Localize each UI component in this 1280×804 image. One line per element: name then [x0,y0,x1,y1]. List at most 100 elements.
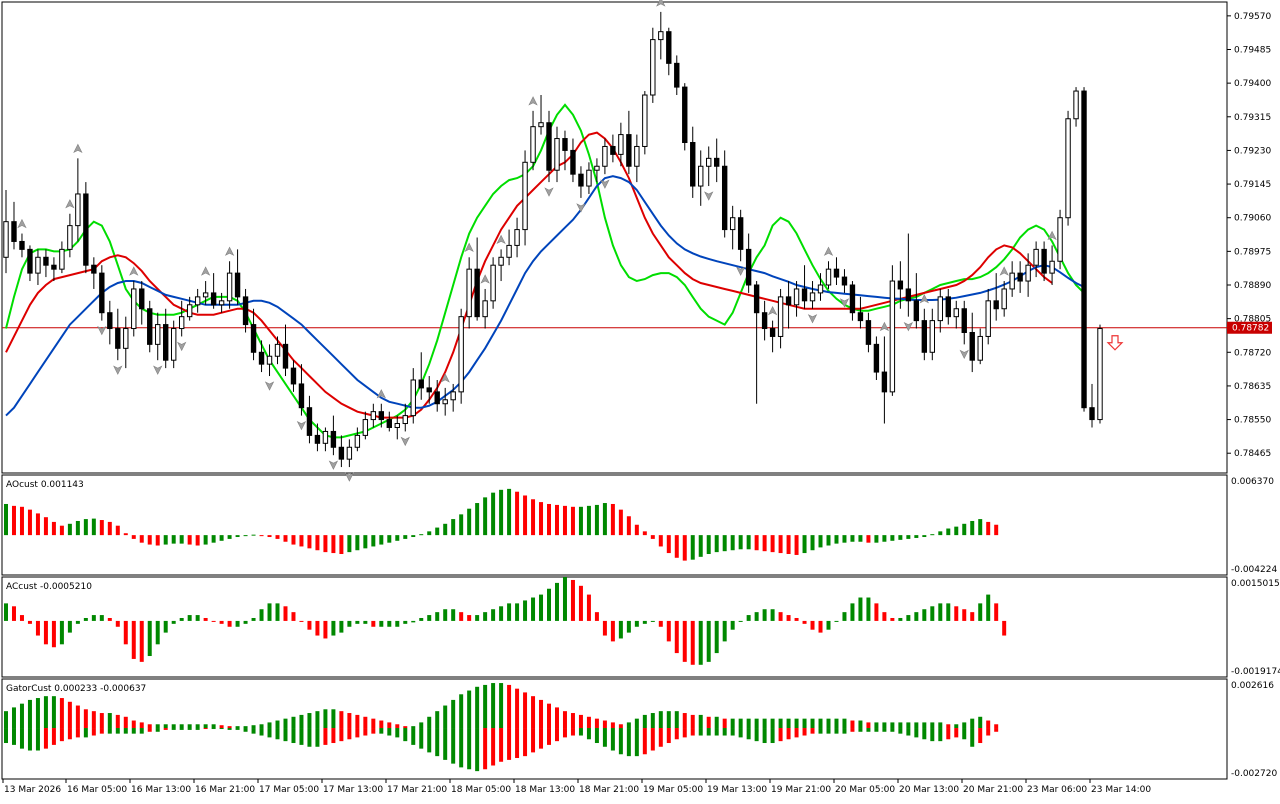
candle[interactable] [434,379,440,412]
candle[interactable] [1033,241,1039,278]
candle[interactable] [242,288,249,333]
candle[interactable] [274,336,281,365]
candle[interactable] [290,360,297,392]
candle[interactable] [482,288,488,329]
candle[interactable] [354,427,361,452]
candle[interactable] [945,288,951,325]
candle[interactable] [961,300,967,345]
candle[interactable] [362,411,369,440]
candle[interactable] [282,324,289,377]
candle[interactable] [913,273,920,329]
candle[interactable] [1057,209,1063,270]
candle[interactable] [522,150,528,246]
candle[interactable] [258,340,265,373]
candle[interactable] [1041,241,1047,282]
candle[interactable] [530,110,536,171]
candle[interactable] [841,269,848,293]
candle[interactable] [977,328,983,365]
candle[interactable] [67,213,73,258]
candle[interactable] [1025,253,1031,297]
candle[interactable] [458,308,464,404]
candle[interactable] [674,55,680,96]
candle[interactable] [610,134,616,163]
candle[interactable] [1049,245,1055,285]
candle[interactable] [642,91,648,155]
candle[interactable] [139,281,145,325]
candle[interactable] [921,308,928,361]
candle[interactable] [386,411,392,432]
candle[interactable] [578,166,584,198]
candle[interactable] [250,308,257,361]
candle[interactable] [562,130,568,171]
candle[interactable] [170,320,177,369]
candle[interactable] [793,281,800,317]
candle[interactable] [737,209,744,262]
candle[interactable] [115,308,121,361]
candle[interactable] [266,344,273,377]
candle[interactable] [506,229,512,266]
candle[interactable] [35,249,41,285]
candle[interactable] [953,300,959,329]
candle[interactable] [83,182,89,274]
candle[interactable] [554,126,560,183]
candle[interactable] [322,427,329,452]
candle[interactable] [1097,324,1103,424]
candle[interactable] [538,95,544,135]
candle[interactable] [714,138,720,183]
candle[interactable] [905,233,912,317]
candle[interactable] [43,249,49,278]
candle[interactable] [937,288,943,333]
candle[interactable] [825,261,832,289]
candle[interactable] [745,233,752,293]
candle[interactable] [178,300,185,337]
candle[interactable] [218,292,225,313]
candle[interactable] [1009,261,1015,297]
candle[interactable] [602,138,608,175]
candle[interactable] [378,403,385,428]
candle[interactable] [3,190,9,274]
candle[interactable] [586,162,592,194]
candle[interactable] [394,415,400,440]
candle[interactable] [27,245,33,282]
candle[interactable] [338,435,345,468]
candle[interactable] [314,423,321,452]
candle[interactable] [330,415,337,456]
candle[interactable] [682,83,688,151]
candle[interactable] [650,27,656,103]
candle[interactable] [298,364,305,416]
candle[interactable] [546,110,552,183]
candle[interactable] [761,300,768,341]
candle[interactable] [889,265,896,396]
candle[interactable] [51,257,57,282]
candle[interactable] [410,368,416,424]
candle[interactable] [1073,87,1079,127]
candle[interactable] [721,150,728,238]
candle[interactable] [817,273,824,301]
candle[interactable] [186,296,193,321]
candle[interactable] [857,296,864,329]
candle[interactable] [418,352,424,400]
candle[interactable] [769,320,776,353]
candle[interactable] [849,281,856,321]
candle[interactable] [450,383,456,412]
candle[interactable] [91,257,97,289]
candle[interactable] [234,249,241,305]
candle[interactable] [474,237,480,321]
candle[interactable] [706,146,712,187]
candle[interactable] [570,138,576,183]
candle[interactable] [753,281,760,404]
candle[interactable] [131,281,137,337]
candle[interactable] [107,300,113,345]
candle[interactable] [618,122,624,167]
candle[interactable] [929,308,936,361]
candle[interactable] [729,205,736,250]
candle[interactable] [402,403,408,432]
candle[interactable] [777,288,784,349]
candle[interactable] [1001,281,1007,317]
candle[interactable] [370,403,377,428]
candle[interactable] [194,288,201,313]
candle[interactable] [897,261,904,309]
candle[interactable] [873,336,880,380]
candle[interactable] [514,217,520,258]
